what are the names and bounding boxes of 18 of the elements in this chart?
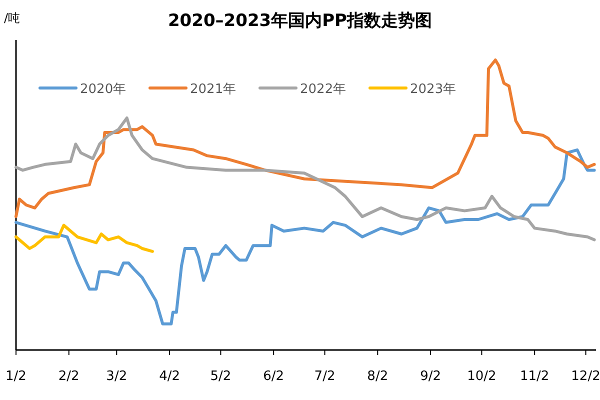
legend-label: 2020年 [80,82,126,97]
legend-label: 2022年 [300,82,346,97]
x-tick-label: 1/2 [6,369,26,384]
x-tick-label: 5/2 [210,369,232,384]
x-tick-label: 12/2 [571,369,600,384]
legend-label: 2021年 [190,82,236,97]
chart-title: 2020–2023年国内PP指数走势图 [168,11,432,31]
x-tick-label: 10/2 [467,369,496,384]
legend-label: 2023年 [410,82,456,97]
x-tick-label: 9/2 [420,369,441,384]
x-tick-label: 2/2 [58,369,80,384]
x-tick-label: 6/2 [263,369,284,384]
x-tick-label: 4/2 [159,369,180,384]
x-tick-label: 11/2 [520,369,550,384]
y-axis-title: /吨 [4,11,20,25]
x-tick-label: 3/2 [106,369,128,384]
x-tick-label: 8/2 [367,369,388,384]
x-tick-label: 7/2 [314,369,336,384]
